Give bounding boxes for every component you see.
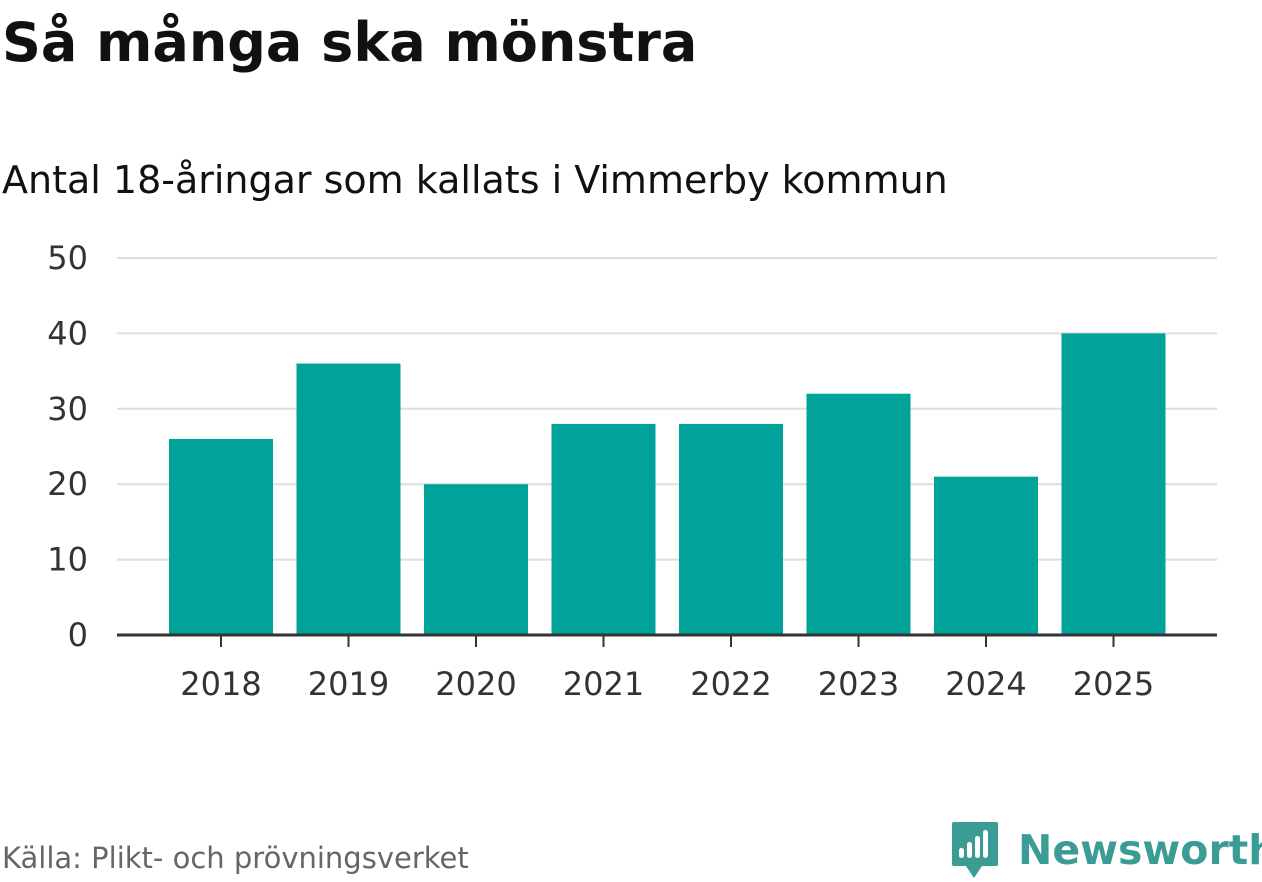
x-tick-label-2018: 2018 [180,665,261,703]
bar-2020 [424,484,528,635]
x-tick-label-2025: 2025 [1073,665,1154,703]
grid-lines [117,257,1217,561]
brand[interactable]: Newsworthy [950,818,1262,882]
y-tick-label-50: 50 [47,239,88,277]
x-tick-label-2023: 2023 [818,665,899,703]
newsworthy-logo-icon [952,822,998,878]
y-tick-label-0: 0 [68,616,88,654]
bar-2024 [934,476,1038,635]
bar-2022 [679,423,783,635]
chart-title: Så många ska mönstra [2,11,698,74]
brand-name: Newsworthy [1018,826,1262,874]
bar-chart: 0 10 20 30 40 50 2018 2019 2020 2021 2022 2023 2024 2… [47,239,1217,703]
bar-2021 [551,423,656,635]
y-tick-label-30: 30 [47,390,88,428]
x-tick-label-2020: 2020 [435,665,516,703]
bar-2018 [169,438,273,635]
bar-2019 [296,363,401,635]
x-tick-label-2021: 2021 [563,665,644,703]
y-tick-label-40: 40 [47,314,88,352]
tick-labels: 0 10 20 30 40 50 2018 2019 2020 2021 2022 2023 2024 2… [47,239,1154,703]
y-tick-label-20: 20 [47,465,88,503]
axes [117,633,1217,647]
bar-2025 [1061,333,1166,635]
bars [169,333,1166,635]
x-tick-label-2019: 2019 [308,665,389,703]
x-tick-label-2024: 2024 [945,665,1026,703]
bar-2023 [806,393,911,635]
x-tick-label-2022: 2022 [690,665,771,703]
y-tick-label-10: 10 [47,541,88,579]
chart-subtitle: Antal 18-åringar som kallats i Vimmerby … [2,158,948,202]
source-note: Källa: Plikt- och prövningsverket [2,841,469,875]
